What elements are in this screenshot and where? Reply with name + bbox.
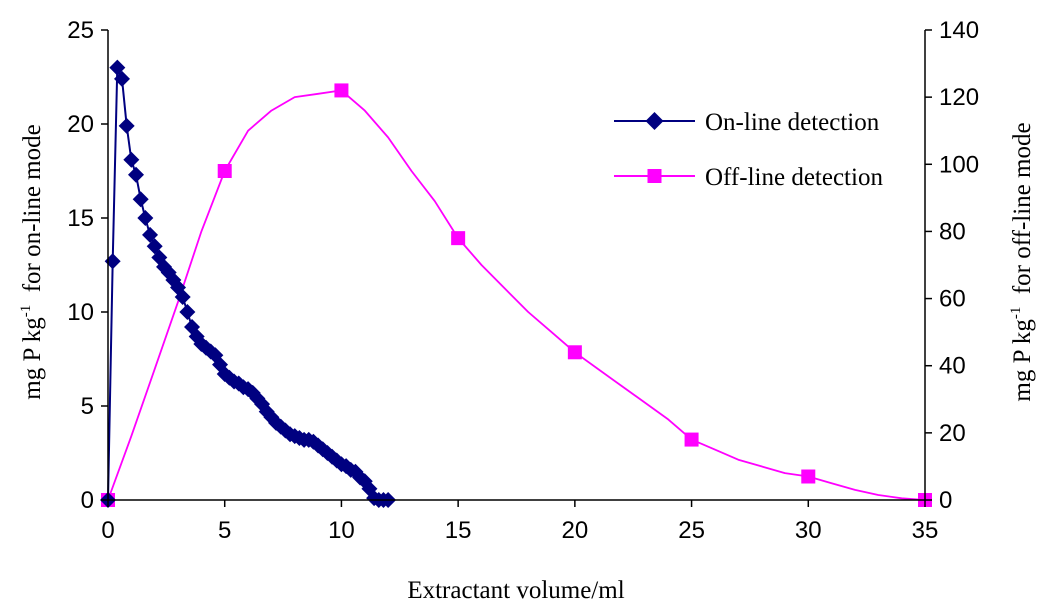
legend-entry-online: On-line detection [614, 109, 880, 136]
x-tick-label: 0 [101, 517, 114, 544]
x-tick-label: 10 [328, 517, 355, 544]
ticks: 0 5 10 15 20 25 30 3505101520250204060801001201… [67, 17, 979, 544]
offline-detection-line [107, 89, 926, 501]
x-tick-label: 20 [562, 517, 589, 544]
online-data-point [114, 70, 131, 87]
legend-offline-marker [647, 169, 662, 183]
online-data-point [118, 117, 135, 134]
y-right-tick-label: 20 [939, 420, 966, 447]
y-right-tick-label: 60 [939, 286, 966, 313]
legend-offline-label: Off-line detection [705, 164, 883, 191]
x-axis-title: Extractant volume/ml [407, 577, 624, 604]
online-data-point [174, 288, 191, 305]
offline-data-point [217, 164, 232, 178]
legend-entry-offline: Off-line detection [614, 164, 883, 191]
y-left-tick-label: 5 [81, 393, 94, 420]
online-data-point [128, 166, 145, 183]
online-data-point [123, 151, 140, 168]
y-left-tick-label: 25 [67, 17, 94, 44]
y-left-tick-label: 0 [81, 487, 94, 514]
y-left-tick-label: 15 [67, 205, 94, 232]
offline-data-point [684, 432, 699, 447]
legend-online-marker [645, 112, 664, 130]
offline-data-point [451, 231, 466, 246]
online-data-point [104, 253, 121, 270]
right-y-axis-title: mg P kg-1 for off-line mode [1008, 122, 1036, 401]
online-data-point [179, 304, 196, 320]
y-right-tick-label: 0 [939, 487, 952, 514]
y-right-tick-label: 100 [939, 151, 979, 178]
y-right-tick-label: 120 [939, 84, 979, 111]
x-tick-label: 15 [445, 517, 472, 544]
y-right-tick-label: 40 [939, 353, 966, 380]
x-tick-label: 30 [795, 517, 822, 544]
online-data-point [137, 210, 154, 226]
y-right-tick-label: 140 [939, 17, 979, 44]
x-tick-label: 35 [912, 517, 939, 544]
plot-area [100, 59, 932, 508]
x-tick-label: 25 [678, 517, 705, 544]
y-left-tick-label: 20 [67, 111, 94, 138]
offline-data-point [567, 345, 582, 360]
axes [107, 30, 926, 501]
offline-data-point [801, 469, 816, 484]
left-y-axis-title: mg P kg-1 for on-line mode [18, 124, 46, 399]
x-tick-label: 5 [218, 517, 231, 544]
legend-online-label: On-line detection [705, 109, 880, 136]
offline-data-point [334, 83, 349, 98]
legend: On-line detection Off-line detection [614, 109, 883, 191]
y-left-tick-label: 10 [67, 299, 94, 326]
online-data-point [132, 191, 149, 208]
y-right-tick-label: 80 [939, 218, 966, 245]
